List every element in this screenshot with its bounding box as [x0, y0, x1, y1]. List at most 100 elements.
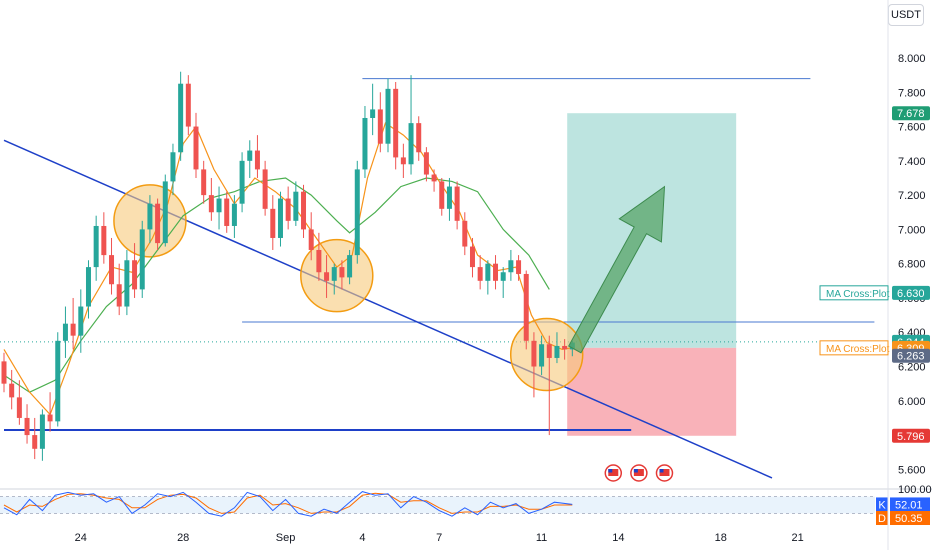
- candle-body: [70, 323, 76, 336]
- candle-body: [347, 255, 353, 278]
- candle: [539, 335, 545, 376]
- candle-body: [324, 272, 330, 281]
- candle-body: [462, 220, 468, 247]
- flag-icon: [604, 464, 623, 482]
- x-tick-label: 4: [359, 532, 365, 544]
- candle: [347, 249, 353, 285]
- candle-body: [331, 267, 337, 281]
- candle-body: [285, 198, 291, 221]
- candle: [277, 191, 283, 247]
- candle: [262, 160, 268, 216]
- candle-body: [216, 198, 222, 213]
- candle-body: [162, 181, 168, 244]
- candle: [193, 112, 199, 178]
- candle: [170, 143, 176, 196]
- candle: [531, 332, 537, 398]
- stochastic-pane: 100.00 K 52.01 D 50.35: [0, 484, 932, 525]
- candle-body: [55, 340, 61, 422]
- candle-body: [78, 306, 84, 336]
- candle: [331, 263, 337, 295]
- stop-zone: [567, 347, 737, 436]
- currency-label[interactable]: USDT: [888, 4, 924, 26]
- flag-icon-canton: [659, 469, 664, 473]
- position-zones: [567, 113, 737, 436]
- candle-body: [339, 267, 345, 278]
- candle-body: [262, 169, 268, 209]
- candle-body: [354, 169, 360, 256]
- stoch-band: [0, 496, 875, 514]
- candle-body: [439, 181, 445, 209]
- candle: [562, 339, 568, 360]
- candle-body: [316, 249, 322, 273]
- x-tick-label: 24: [75, 532, 87, 544]
- price-axis[interactable]: 8.0007.8007.6007.4007.2007.0006.8006.600…: [887, 0, 926, 550]
- time-axis[interactable]: 24 28 Sep 4 7 11 14 18 21: [75, 532, 804, 544]
- candle: [101, 212, 107, 264]
- y-tick-label: 8.000: [898, 53, 926, 65]
- candle: [500, 267, 506, 298]
- candle-body: [562, 345, 568, 350]
- projection-arrow-group: [568, 185, 666, 354]
- candle: [393, 81, 399, 170]
- candle-body: [423, 152, 429, 175]
- candle: [485, 260, 491, 295]
- candle-body: [247, 150, 253, 161]
- candle-body: [493, 263, 499, 281]
- y-tick-label: 6.800: [898, 259, 926, 271]
- candle-body: [370, 109, 376, 118]
- flag-icon-canton: [633, 469, 638, 473]
- candle: [216, 186, 222, 230]
- stoch-k-tag: K 52.01: [876, 497, 930, 512]
- candle: [93, 215, 99, 281]
- candle: [9, 369, 15, 410]
- candle: [109, 237, 115, 295]
- candle-body: [539, 344, 545, 367]
- y-tick-label: 6.000: [898, 396, 926, 408]
- x-tick-label: 18: [715, 532, 727, 544]
- candle-body: [193, 126, 199, 170]
- candle: [24, 404, 30, 444]
- candle-body: [485, 263, 491, 281]
- candle-body: [500, 272, 506, 281]
- price-tag-box: [892, 348, 930, 363]
- candle-body: [124, 260, 130, 307]
- candle-body: [362, 117, 368, 170]
- x-tick-label: 7: [436, 532, 442, 544]
- y-tick-label: 7.200: [898, 190, 926, 202]
- candle: [523, 270, 529, 350]
- x-tick-label: 11: [536, 532, 547, 544]
- price-tag-label: 6.630: [897, 288, 925, 300]
- stoch-k-value: 52.01: [895, 499, 923, 511]
- candle-body: [431, 174, 437, 182]
- stoch-top-label: 100.00: [898, 484, 932, 496]
- candle: [508, 249, 514, 281]
- candle: [377, 92, 383, 153]
- price-tag-box: [892, 428, 930, 443]
- stoch-d-letter-box: [876, 511, 888, 525]
- candle-body: [185, 83, 191, 127]
- ma-slow-line: [3, 177, 550, 393]
- x-tick-label: 21: [791, 532, 803, 544]
- candle-body: [516, 260, 522, 274]
- candle: [47, 392, 53, 432]
- flag-icon-stripes: [633, 469, 644, 476]
- candle: [408, 75, 414, 175]
- candle: [400, 143, 406, 178]
- x-tick-label: 28: [177, 532, 189, 544]
- candle-body: [32, 435, 38, 449]
- stoch-k-value-box: [890, 497, 930, 512]
- candle-body: [208, 195, 214, 213]
- candle-body: [254, 150, 260, 170]
- y-tick-label: 7.600: [898, 122, 926, 134]
- candle: [416, 116, 422, 161]
- flag-icon-stripes: [608, 469, 619, 476]
- price-tag-label: 6.263: [897, 351, 925, 363]
- candle: [208, 177, 214, 221]
- legend-box: [819, 340, 889, 356]
- candle-body: [301, 191, 307, 230]
- horizontal-levels: [0, 78, 875, 431]
- candle-body: [308, 229, 314, 250]
- candle: [454, 181, 460, 230]
- candle-body: [400, 157, 406, 165]
